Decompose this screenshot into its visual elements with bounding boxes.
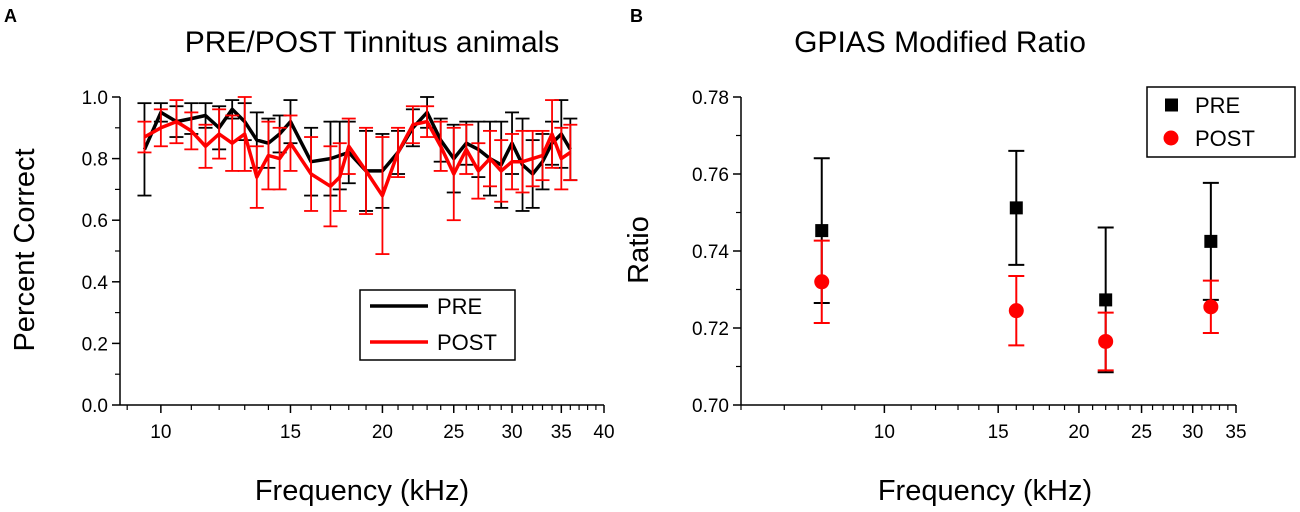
panel-b-y-tick-label: 0.72 — [692, 319, 729, 340]
panel-b-y-tick-label: 0.78 — [692, 88, 729, 109]
panel-b-legend: PRE POST — [1146, 86, 1296, 158]
panel-a-x-tick-label: 25 — [443, 422, 464, 443]
panel-a-pre-line — [142, 107, 572, 176]
panel-a-x-tick-label: 30 — [501, 422, 522, 443]
panel-a-ylabel: Percent Correct — [9, 148, 41, 351]
panel-a-legend: PRE POST — [359, 289, 516, 361]
panel-a-y-tick-label: 0.2 — [82, 334, 108, 355]
panel-b-x-tick-label: 30 — [1182, 422, 1203, 443]
panel-a-post-line — [143, 119, 572, 198]
panel-a-label: A — [4, 6, 17, 26]
panel-b-legend-label-pre: PRE — [1195, 93, 1240, 118]
panel-b-legend-label-post: POST — [1195, 126, 1255, 151]
panel-a-y-tick-label: 1.0 — [82, 88, 108, 109]
panel-a-y-tick-label: 0.0 — [82, 396, 108, 417]
panel-b-title: GPIAS Modified Ratio — [794, 26, 1086, 59]
panel-b-post-marker — [1008, 303, 1024, 319]
panel-b-x-tick-label: 35 — [1225, 422, 1246, 443]
panel-b-xlabel: Frequency (kHz) — [878, 475, 1092, 507]
panel-a-legend-box — [359, 289, 516, 361]
panel-b-x-tick-label: 10 — [874, 422, 895, 443]
panel-b-post-marker — [1203, 299, 1219, 315]
panel-b-ylabel: Ratio — [623, 216, 655, 284]
panel-b-y-tick-label: 0.74 — [692, 242, 729, 263]
panel-a-x-tick-label: 10 — [150, 422, 171, 443]
panel-b-pre-marker — [1099, 293, 1113, 307]
panel-a-legend-label-post: POST — [437, 330, 497, 355]
panel-a-x-tick-label: 40 — [593, 422, 614, 443]
panel-a-y-tick-label: 0.6 — [82, 211, 108, 232]
panel-b-y-tick-label: 0.76 — [692, 165, 729, 186]
panel-b-label: B — [630, 6, 643, 26]
panel-a-x-tick-label: 20 — [372, 422, 393, 443]
panel-a-x-tick-label: 15 — [280, 422, 301, 443]
panel-a-legend-label-pre: PRE — [437, 294, 482, 319]
panel-b-pre-marker — [1009, 201, 1023, 215]
panel-b-y-tick-label: 0.70 — [692, 396, 729, 417]
panel-a-title: PRE/POST Tinnitus animals — [185, 26, 560, 59]
panel-b-x-tick-label: 20 — [1068, 422, 1089, 443]
panel-a-xlabel: Frequency (kHz) — [255, 475, 469, 507]
panel-b-plot: 0.70 0.72 0.74 0.76 0.78 10 15 20 25 30 35 PRE POST — [692, 86, 1296, 443]
panel-a-y-tick-label: 0.4 — [82, 273, 109, 294]
panel-b-pre-marker — [815, 224, 829, 238]
panel-b-pre-marker — [1204, 234, 1218, 248]
panel-b-post-marker — [814, 274, 830, 290]
panel-b-x-tick-label: 15 — [988, 422, 1009, 443]
panel-b-x-tick-label: 25 — [1131, 422, 1152, 443]
panel-a-x-tick-label: 35 — [551, 422, 572, 443]
panel-b-legend-swatch-pre — [1165, 98, 1178, 112]
panel-b-post-marker — [1098, 333, 1114, 349]
panel-a-y-tick-label: 0.8 — [82, 150, 108, 171]
panel-b-legend-swatch-post — [1163, 130, 1179, 146]
panel-a-plot: 0.0 0.2 0.4 0.6 0.8 1.0 10 15 20 25 30 35 40 PRE POST — [82, 88, 615, 443]
